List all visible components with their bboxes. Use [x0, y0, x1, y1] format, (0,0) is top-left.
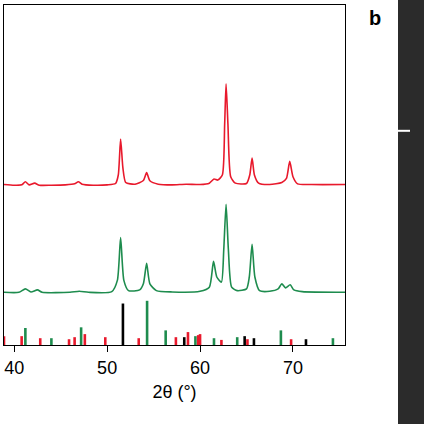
svg-text:50: 50 [97, 358, 117, 378]
svg-text:70: 70 [283, 358, 303, 378]
svg-text:2θ (°): 2θ (°) [152, 382, 196, 402]
svg-text:40: 40 [4, 358, 24, 378]
svg-text:60: 60 [190, 358, 210, 378]
svg-text:b: b [369, 7, 381, 29]
